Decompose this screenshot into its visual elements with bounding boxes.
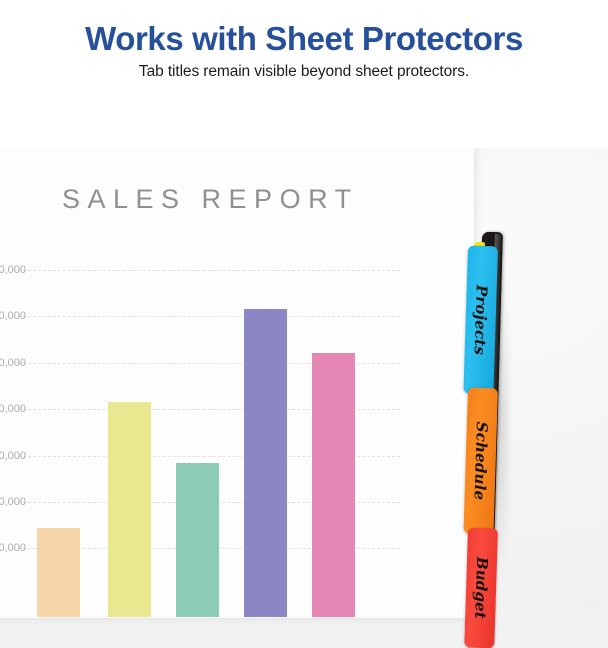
- chart-y-axis-labels: 0,000 0,000 0,000 0,000 0,000 0,000 0,000: [0, 250, 26, 618]
- chart-bar: [37, 528, 80, 617]
- headline: Works with Sheet Protectors: [85, 20, 523, 57]
- chart-bar: [176, 463, 219, 617]
- y-axis-tick-label: 0,000: [0, 310, 26, 322]
- chart-bar: [244, 309, 287, 617]
- gridline: [18, 270, 400, 271]
- chart-bars: [18, 250, 400, 618]
- bar-chart: 0,000 0,000 0,000 0,000 0,000 0,000 0,000: [0, 250, 400, 618]
- chart-bar: [312, 353, 355, 617]
- gridline: [18, 316, 400, 317]
- index-tab-stack: Projects Schedule Budget: [463, 231, 520, 648]
- tab-label-schedule: Schedule: [470, 421, 491, 501]
- tab-divider-projects[interactable]: Projects: [463, 245, 498, 395]
- tab-divider-schedule[interactable]: Schedule: [463, 387, 498, 535]
- tab-divider-budget[interactable]: Budget: [464, 527, 498, 648]
- chart-sheet-inner: SALES REPORT 0,000 0,000 0,000 0,000 0,000 0,…: [0, 148, 474, 618]
- y-axis-tick-label: 0,000: [0, 264, 26, 276]
- y-axis-tick-label: 0,000: [0, 496, 26, 508]
- y-axis-tick-label: 0,000: [0, 542, 26, 554]
- y-axis-tick-label: 0,000: [0, 403, 26, 415]
- tab-label-projects: Projects: [470, 284, 491, 356]
- gridline: [18, 363, 400, 364]
- chart-sheet: SALES REPORT 0,000 0,000 0,000 0,000 0,000 0,…: [0, 148, 474, 618]
- subheadline: Tab titles remain visible beyond sheet p…: [138, 63, 470, 80]
- gridline: [18, 456, 400, 457]
- y-axis-tick-label: 0,000: [0, 450, 26, 462]
- marketing-header: Works with Sheet Protectors Tab titles r…: [0, 0, 608, 148]
- chart-bar: [108, 402, 151, 617]
- gridline: [18, 409, 400, 410]
- tab-label-budget: Budget: [471, 556, 492, 620]
- page-title: SALES REPORT: [62, 184, 359, 214]
- y-axis-tick-label: 0,000: [0, 357, 26, 369]
